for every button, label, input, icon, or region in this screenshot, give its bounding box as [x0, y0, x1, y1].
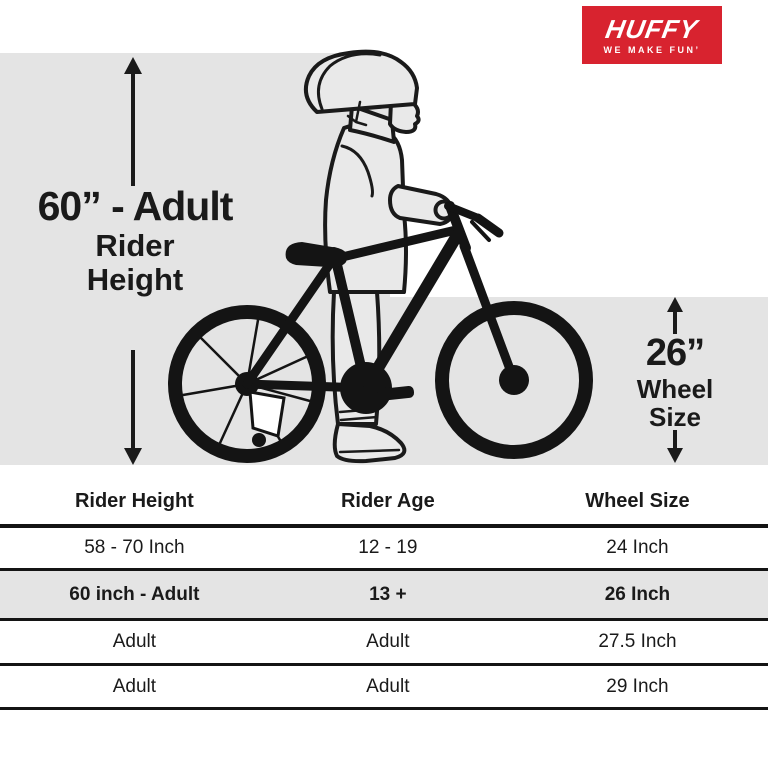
column-header-wheel-size: Wheel Size: [585, 489, 690, 512]
down-tube: [360, 228, 464, 394]
bike-rider-illustration: [124, 49, 683, 465]
table-header-row: Rider Height Rider Age Wheel Size: [0, 478, 768, 528]
table-row: Adult Adult 27.5 Inch: [0, 621, 768, 666]
rider-height-value: 60” - Adult: [37, 183, 234, 229]
wheel-size-value: 26”: [645, 332, 705, 374]
cell-wheel-size: 26 Inch: [604, 583, 671, 605]
huffy-logo-wordmark: HUFFY: [603, 13, 701, 44]
saddle: [285, 242, 348, 268]
cell-rider-age: Adult: [366, 675, 410, 697]
wheel-size-label: 26” Wheel Size: [602, 331, 748, 431]
column-header-rider-age: Rider Age: [340, 489, 435, 512]
cell-rider-height: 60 inch - Adult: [69, 583, 200, 605]
front-wheel: [435, 301, 593, 459]
huffy-logo: HUFFY WE MAKE FUN’: [582, 6, 722, 64]
cell-wheel-size: 27.5 Inch: [598, 631, 677, 652]
table-row: 58 - 70 Inch 12 - 19 24 Inch: [0, 528, 768, 571]
cell-rider-age: 13 +: [369, 583, 407, 605]
bicycle: [168, 201, 593, 463]
column-header-rider-height: Rider Height: [74, 489, 194, 512]
cell-rider-height: 58 - 70 Inch: [84, 537, 185, 558]
head-tube: [445, 201, 471, 253]
wheel-size-arrow: [667, 297, 683, 463]
size-chart-table: Rider Height Rider Age Wheel Size 58 - 7…: [0, 478, 768, 710]
huffy-logo-tagline: WE MAKE FUN’: [603, 44, 701, 55]
cell-rider-age: Adult: [366, 631, 410, 652]
cell-wheel-size: 29 Inch: [606, 675, 669, 697]
table-row: Adult Adult 29 Inch: [0, 666, 768, 710]
cell-rider-age: 12 - 19: [358, 537, 418, 558]
table-row-highlighted: 60 inch - Adult 13 + 26 Inch: [0, 571, 768, 621]
rider-height-label: 60” - Adult Rider Height: [10, 183, 260, 297]
cell-rider-height: Adult: [112, 675, 157, 697]
seat-stay: [242, 253, 339, 389]
rider-height-arrow: [124, 57, 142, 465]
brake-lever: [470, 220, 491, 242]
cell-rider-height: Adult: [112, 631, 157, 652]
top-tube: [333, 225, 461, 263]
handlebar: [444, 202, 482, 222]
chainguard-patch: [248, 390, 286, 438]
cell-wheel-size: 24 Inch: [606, 537, 669, 558]
pedal: [383, 385, 415, 401]
rider-figure: [303, 49, 455, 464]
derailleur: [252, 433, 266, 447]
